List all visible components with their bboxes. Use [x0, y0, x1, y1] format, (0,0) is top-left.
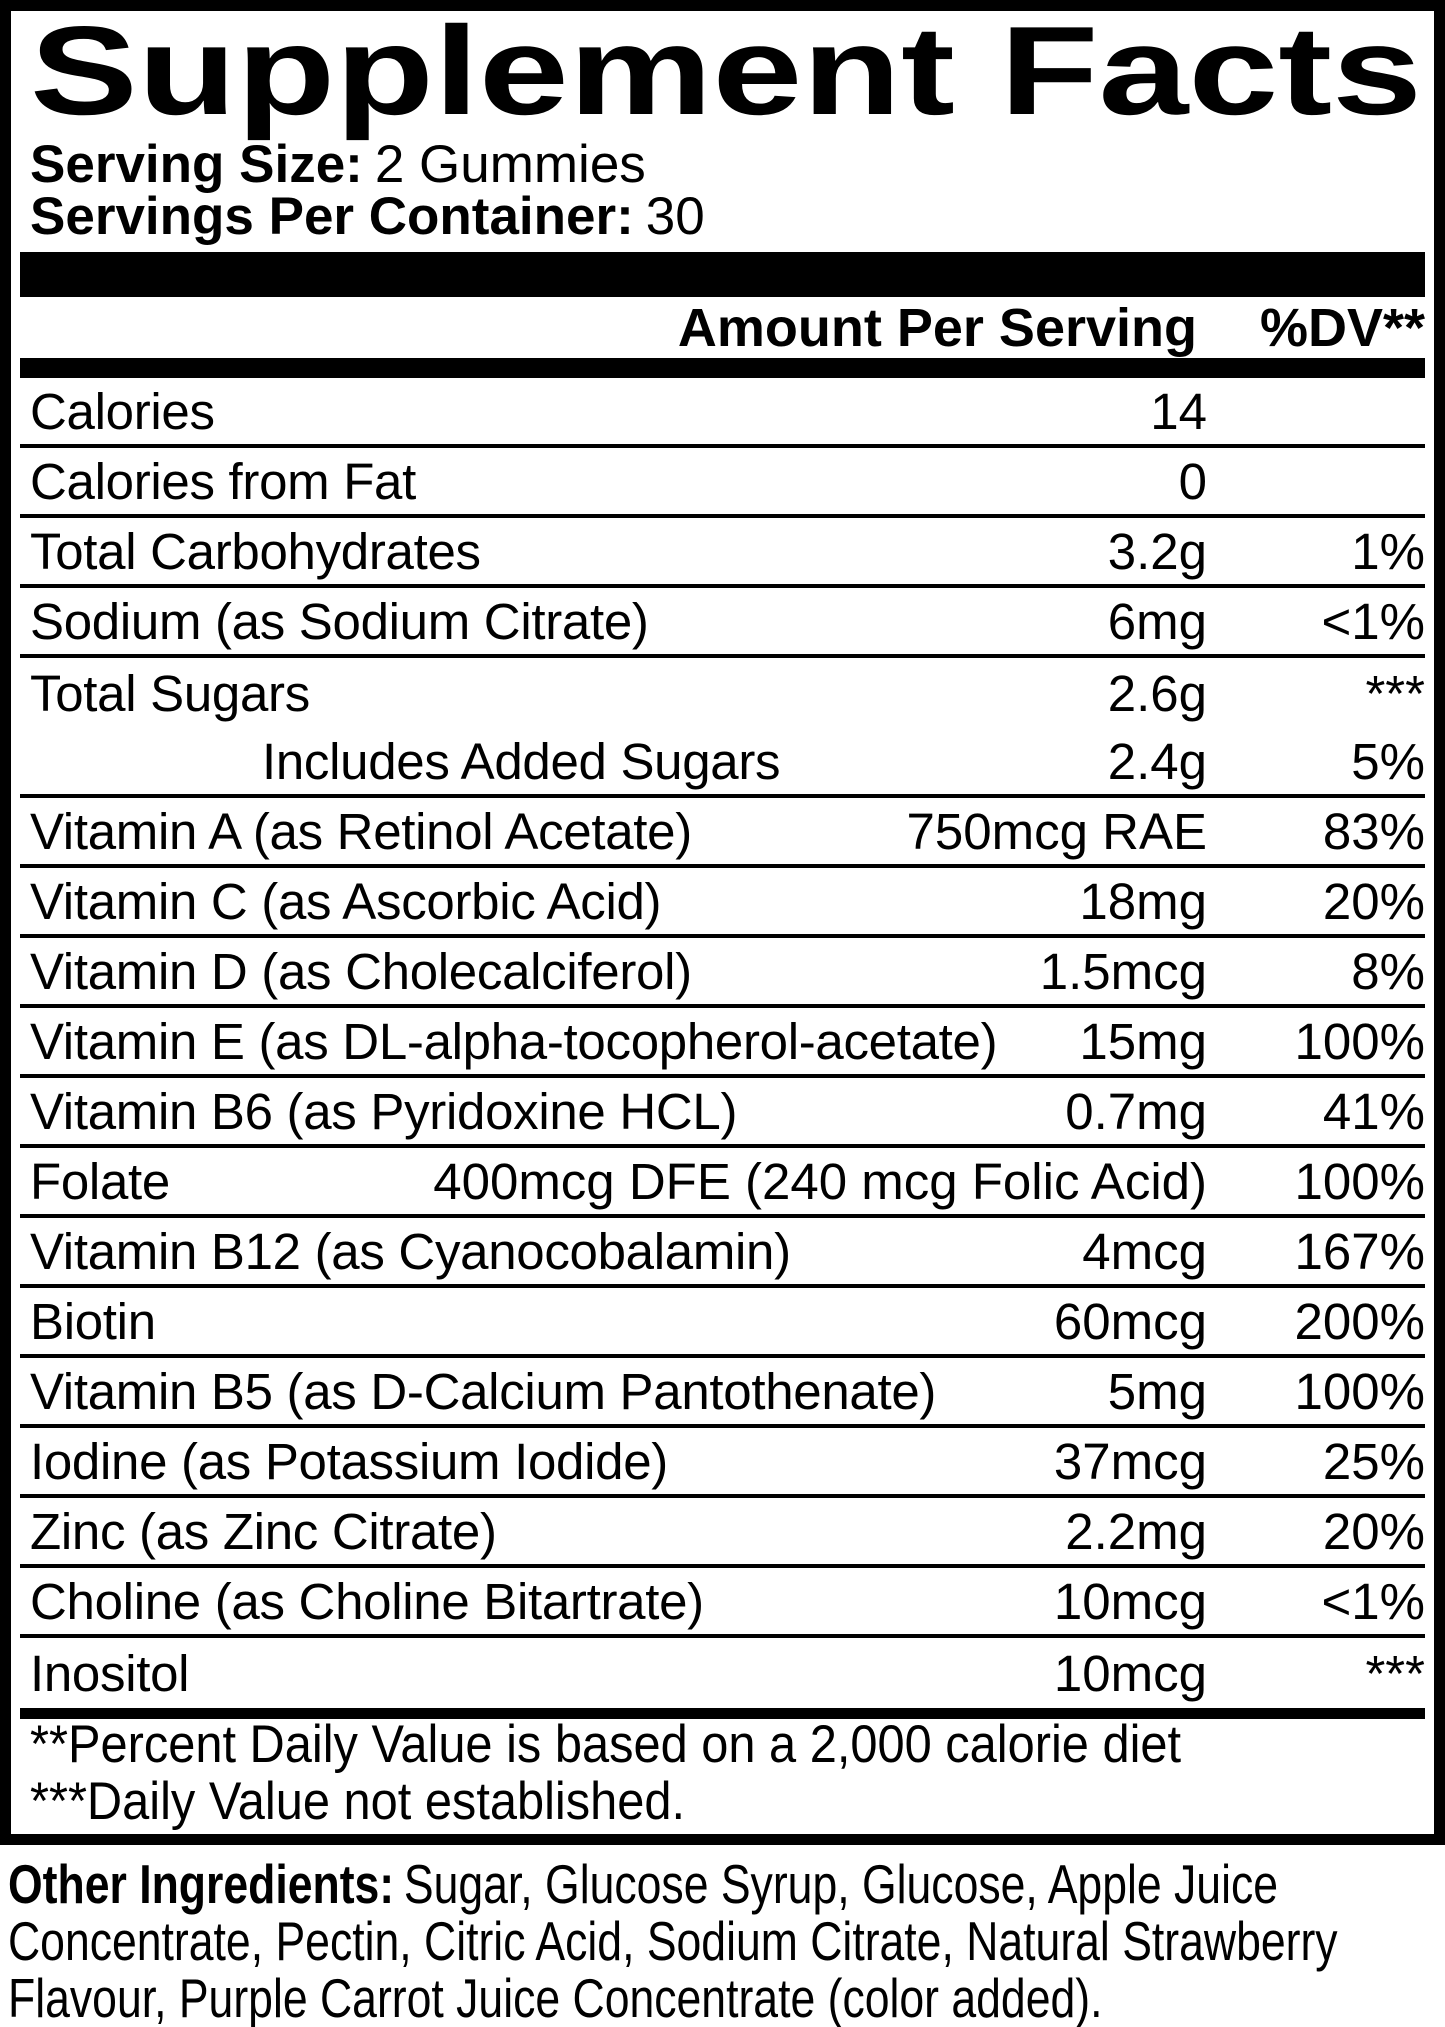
nutrient-amount: 2.6g [1107, 664, 1207, 722]
nutrient-dv: 8% [1351, 942, 1425, 1000]
nutrient-dv: 1% [1351, 522, 1425, 580]
nutrient-name: Vitamin D (as Cholecalciferol) [30, 942, 692, 1000]
nutrient-dv: 100% [1294, 1152, 1425, 1210]
nutrient-name: Calories from Fat [30, 452, 416, 510]
table-row: Choline (as Choline Bitartrate) 10mcg <1… [20, 1568, 1425, 1638]
nutrient-amount: 60mcg [1053, 1292, 1207, 1350]
footnote-daily-value: **Percent Daily Value is based on a 2,00… [30, 1715, 1182, 1774]
table-row: Vitamin D (as Cholecalciferol) 1.5mcg 8% [20, 938, 1425, 1008]
table-row: Folate 400mcg DFE (240 mcg Folic Acid) 1… [20, 1148, 1425, 1218]
other-ingredients-line: Concentrate, Pectin, Citric Acid, Sodium… [8, 1910, 1338, 1972]
percent-dv-header: %DV** [1259, 298, 1425, 358]
nutrient-name: Vitamin A (as Retinol Acetate) [30, 802, 692, 860]
nutrient-name: Folate [30, 1152, 170, 1210]
nutrient-name: Calories [30, 382, 215, 440]
facts-panel: Supplement Facts Serving Size: 2 Gummies … [0, 0, 1445, 1845]
nutrient-amount: 15mg [1079, 1012, 1207, 1070]
nutrient-name: Total Sugars [30, 664, 310, 722]
servings-per-container-line: Servings Per Container: 30 [30, 189, 705, 245]
nutrient-dv: <1% [1321, 1572, 1426, 1630]
table-row-indented: Includes Added Sugars 2.4g 5% [20, 728, 1425, 798]
table-row: Inositol 10mcg *** [20, 1638, 1425, 1708]
nutrient-name: Includes Added Sugars [262, 732, 781, 790]
nutrient-name: Sodium (as Sodium Citrate) [30, 592, 649, 650]
nutrient-dv: *** [1365, 664, 1425, 722]
nutrient-dv: 83% [1322, 802, 1425, 860]
nutrient-dv: 25% [1322, 1432, 1425, 1490]
nutrient-amount: 18mg [1079, 872, 1207, 930]
table-row: Iodine (as Potassium Iodide) 37mcg 25% [20, 1428, 1425, 1498]
nutrient-amount: 0 [1178, 452, 1207, 510]
nutrient-amount: 2.4g [1107, 732, 1207, 790]
nutrient-amount: 3.2g [1107, 522, 1207, 580]
other-ingredients-label: Other Ingredients: [8, 1853, 395, 1915]
table-row: Vitamin C (as Ascorbic Acid) 18mg 20% [20, 868, 1425, 938]
servings-per-container-label: Servings Per Container: [30, 187, 634, 246]
table-row: Calories 14 [20, 378, 1425, 448]
nutrient-dv: 41% [1322, 1082, 1425, 1140]
nutrient-name: Zinc (as Zinc Citrate) [30, 1502, 497, 1560]
nutrient-amount: 5mg [1107, 1362, 1207, 1420]
table-row: Total Carbohydrates 3.2g 1% [20, 518, 1425, 588]
table-row: Total Sugars 2.6g *** [20, 658, 1425, 728]
nutrient-name: Vitamin C (as Ascorbic Acid) [30, 872, 662, 930]
header-divider-bar [20, 358, 1425, 378]
nutrient-amount: 2.2mg [1065, 1502, 1207, 1560]
other-ingredients: Other Ingredients: Sugar, Glucose Syrup, … [8, 1856, 1338, 2027]
nutrient-amount: 750mcg RAE [906, 802, 1207, 860]
other-ingredients-line: Other Ingredients: Sugar, Glucose Syrup, … [8, 1856, 1338, 1913]
table-row: Vitamin E (as DL-alpha-tocopherol-acetat… [20, 1008, 1425, 1078]
other-ingredients-text: Sugar, Glucose Syrup, Glucose, Apple Jui… [403, 1853, 1279, 1915]
nutrient-dv: <1% [1321, 592, 1426, 650]
table-row: Vitamin A (as Retinol Acetate) 750mcg RA… [20, 798, 1425, 868]
nutrient-name: Choline (as Choline Bitartrate) [30, 1572, 704, 1630]
serving-size-label: Serving Size: [30, 135, 363, 194]
amount-per-serving-header: Amount Per Serving [677, 298, 1197, 358]
serving-size-value: 2 Gummies [374, 135, 646, 194]
nutrient-amount: 400mcg DFE (240 mcg Folic Acid) [433, 1152, 1207, 1210]
table-row: Sodium (as Sodium Citrate) 6mg <1% [20, 588, 1425, 658]
nutrient-dv: 167% [1294, 1222, 1425, 1280]
nutrient-amount: 10mcg [1053, 1572, 1207, 1630]
nutrient-amount: 14 [1150, 382, 1207, 440]
nutrient-name: Vitamin B5 (as D-Calcium Pantothenate) [30, 1362, 937, 1420]
table-row: Biotin 60mcg 200% [20, 1288, 1425, 1358]
nutrient-amount: 10mcg [1053, 1644, 1207, 1702]
servings-per-container-value: 30 [645, 187, 705, 246]
nutrient-name: Vitamin B6 (as Pyridoxine HCL) [30, 1082, 738, 1140]
nutrient-amount: 37mcg [1053, 1432, 1207, 1490]
table-row: Vitamin B12 (as Cyanocobalamin) 4mcg 167… [20, 1218, 1425, 1288]
nutrient-name: Iodine (as Potassium Iodide) [30, 1432, 668, 1490]
nutrient-name: Vitamin B12 (as Cyanocobalamin) [30, 1222, 791, 1280]
nutrient-name: Biotin [30, 1292, 156, 1350]
nutrient-amount: 4mcg [1082, 1222, 1207, 1280]
nutrient-name: Inositol [30, 1644, 190, 1702]
nutrient-name: Total Carbohydrates [30, 522, 481, 580]
nutrient-dv: 20% [1322, 1502, 1425, 1560]
panel-title: Supplement Facts [30, 21, 1422, 141]
nutrient-dv: *** [1365, 1644, 1425, 1702]
nutrient-name: Vitamin E (as DL-alpha-tocopherol-acetat… [30, 1012, 998, 1070]
nutrient-dv: 200% [1294, 1292, 1425, 1350]
nutrient-dv: 20% [1322, 872, 1425, 930]
nutrient-dv: 100% [1294, 1362, 1425, 1420]
nutrient-dv: 100% [1294, 1012, 1425, 1070]
table-row: Vitamin B6 (as Pyridoxine HCL) 0.7mg 41% [20, 1078, 1425, 1148]
panel-title-text: Supplement Facts [30, 21, 1422, 141]
table-row: Vitamin B5 (as D-Calcium Pantothenate) 5… [20, 1358, 1425, 1428]
other-ingredients-line: Flavour, Purple Carrot Juice Concentrate… [8, 1967, 1103, 2027]
serving-size-line: Serving Size: 2 Gummies [30, 137, 646, 193]
nutrient-amount: 6mg [1107, 592, 1207, 650]
table-row: Zinc (as Zinc Citrate) 2.2mg 20% [20, 1498, 1425, 1568]
column-header-row: Amount Per Serving %DV** [20, 298, 1425, 358]
nutrient-amount: 0.7mg [1065, 1082, 1207, 1140]
nutrient-dv: 5% [1351, 732, 1425, 790]
thick-divider-top [20, 252, 1425, 297]
thick-divider-bottom [20, 1708, 1425, 1719]
nutrient-table: Calories 14 Calories from Fat 0 Total Ca… [20, 378, 1425, 1708]
nutrient-amount: 1.5mcg [1039, 942, 1207, 1000]
footnote-not-established: ***Daily Value not established. [30, 1772, 686, 1831]
table-row: Calories from Fat 0 [20, 448, 1425, 518]
